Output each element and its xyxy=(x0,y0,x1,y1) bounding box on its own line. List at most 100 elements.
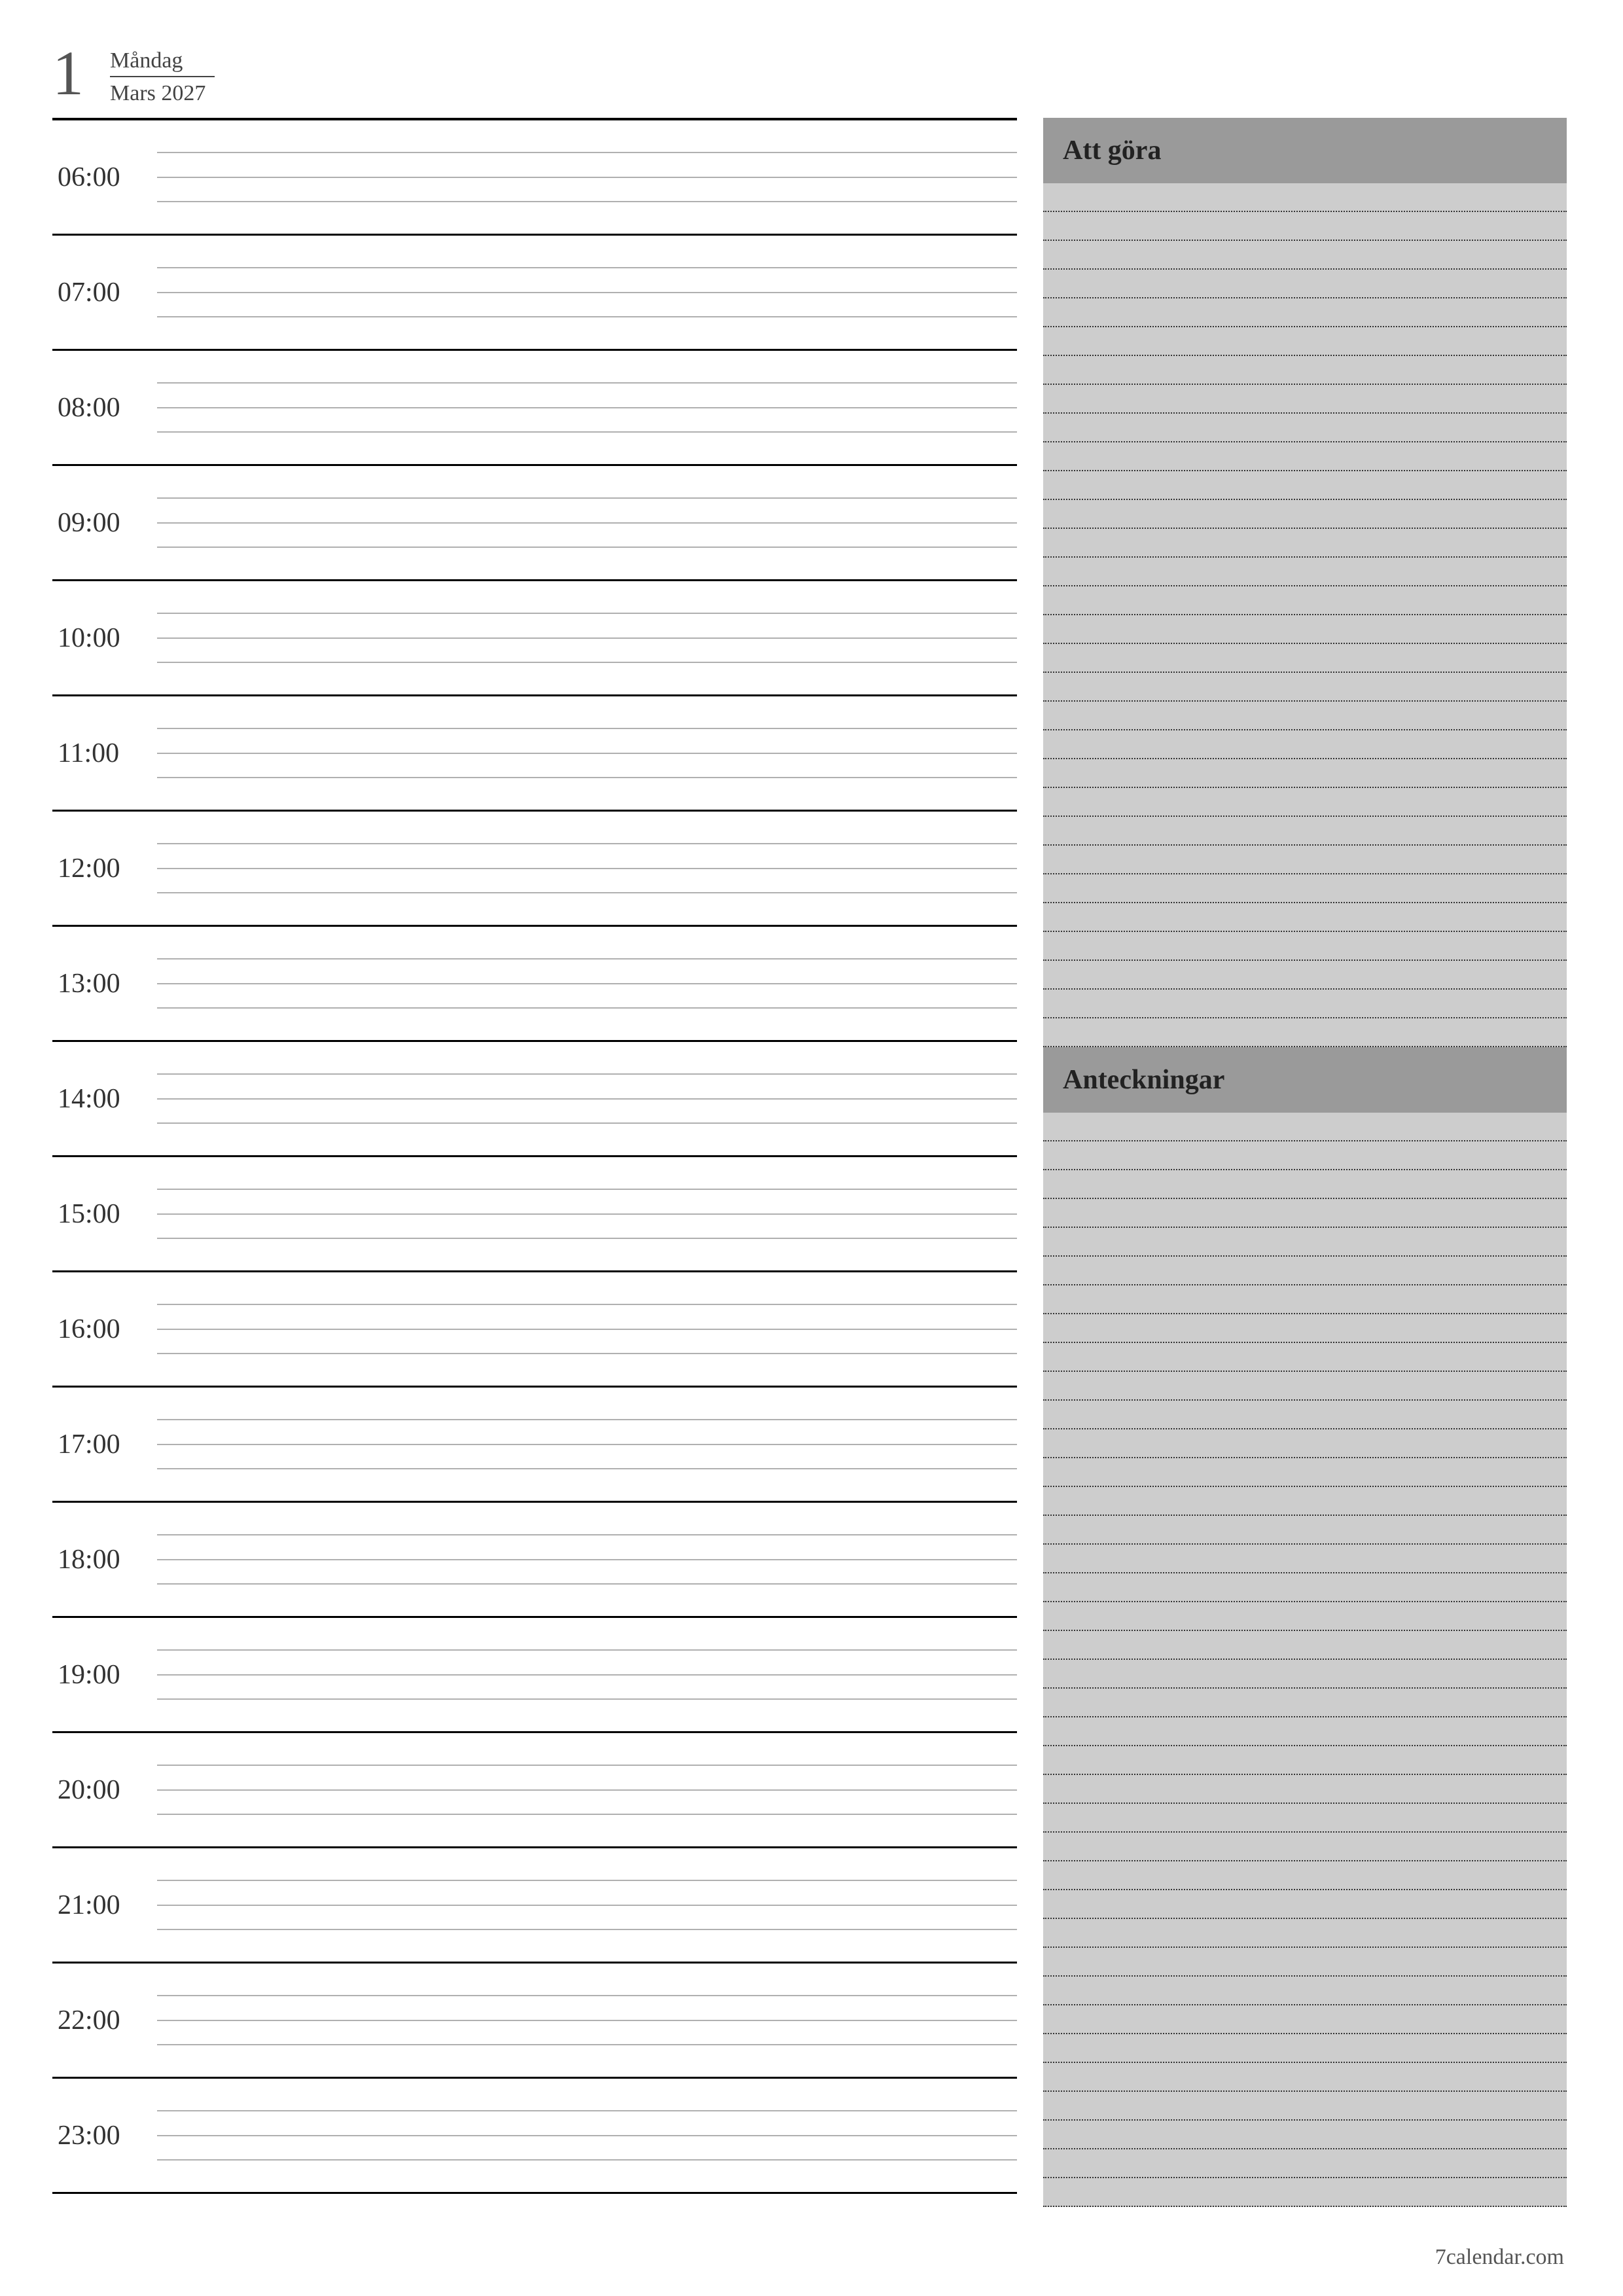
hour-label: 06:00 xyxy=(52,120,157,234)
notes-line xyxy=(1043,2005,1567,2034)
hour-block: 14:00 xyxy=(52,1042,1017,1157)
writing-line xyxy=(157,1329,1017,1330)
todo-line xyxy=(1043,990,1567,1018)
sidebar-column: Att göra Anteckningar xyxy=(1043,118,1567,2207)
schedule-column: 06:0007:0008:0009:0010:0011:0012:0013:00… xyxy=(52,118,1017,2207)
todo-line xyxy=(1043,702,1567,730)
todo-line xyxy=(1043,1018,1567,1047)
notes-line xyxy=(1043,1833,1567,1861)
hour-lines xyxy=(157,1042,1017,1155)
todo-line xyxy=(1043,356,1567,385)
writing-line xyxy=(157,1122,1017,1124)
writing-line xyxy=(157,843,1017,844)
todo-line xyxy=(1043,212,1567,241)
writing-line xyxy=(157,1814,1017,1815)
hour-lines xyxy=(157,1618,1017,1731)
day-name: Måndag xyxy=(110,48,215,77)
notes-line xyxy=(1043,2178,1567,2207)
hour-lines xyxy=(157,581,1017,694)
todo-line xyxy=(1043,298,1567,327)
writing-line xyxy=(157,316,1017,317)
notes-line xyxy=(1043,2149,1567,2178)
writing-line xyxy=(157,267,1017,268)
hour-block: 09:00 xyxy=(52,466,1017,581)
writing-line xyxy=(157,1583,1017,1585)
hour-block: 11:00 xyxy=(52,696,1017,812)
notes-line xyxy=(1043,1689,1567,1717)
writing-line xyxy=(157,1007,1017,1009)
todo-line xyxy=(1043,586,1567,615)
writing-line xyxy=(157,1649,1017,1651)
writing-line xyxy=(157,1929,1017,1930)
todo-line xyxy=(1043,471,1567,500)
notes-line xyxy=(1043,1487,1567,1516)
hour-lines xyxy=(157,2079,1017,2192)
writing-line xyxy=(157,1304,1017,1305)
writing-line xyxy=(157,2159,1017,2161)
notes-line xyxy=(1043,1775,1567,1804)
hour-label: 13:00 xyxy=(52,927,157,1040)
hour-block: 07:00 xyxy=(52,236,1017,351)
todo-line xyxy=(1043,846,1567,874)
hour-block: 10:00 xyxy=(52,581,1017,696)
writing-line xyxy=(157,152,1017,153)
writing-line xyxy=(157,1098,1017,1100)
hour-label: 14:00 xyxy=(52,1042,157,1155)
todo-line xyxy=(1043,817,1567,846)
notes-line xyxy=(1043,1429,1567,1458)
writing-line xyxy=(157,1213,1017,1215)
hour-block: 17:00 xyxy=(52,1388,1017,1503)
writing-line xyxy=(157,431,1017,433)
writing-line xyxy=(157,292,1017,293)
todo-line xyxy=(1043,673,1567,702)
hour-block: 13:00 xyxy=(52,927,1017,1042)
writing-line xyxy=(157,1995,1017,1996)
writing-line xyxy=(157,637,1017,639)
writing-line xyxy=(157,1880,1017,1881)
writing-line xyxy=(157,1674,1017,1676)
writing-line xyxy=(157,613,1017,614)
notes-body xyxy=(1043,1113,1567,2207)
writing-line xyxy=(157,958,1017,960)
todo-line xyxy=(1043,759,1567,788)
writing-line xyxy=(157,522,1017,524)
todo-line xyxy=(1043,500,1567,529)
notes-line xyxy=(1043,1458,1567,1487)
todo-line xyxy=(1043,961,1567,990)
todo-line xyxy=(1043,615,1567,644)
hour-lines xyxy=(157,1272,1017,1386)
notes-header: Anteckningar xyxy=(1043,1047,1567,1113)
todo-line xyxy=(1043,442,1567,471)
notes-line xyxy=(1043,1602,1567,1631)
header: 1 Måndag Mars 2027 xyxy=(52,39,1571,106)
hour-block: 19:00 xyxy=(52,1618,1017,1733)
todo-line xyxy=(1043,558,1567,586)
hour-block: 20:00 xyxy=(52,1733,1017,1848)
hour-lines xyxy=(157,120,1017,234)
notes-line xyxy=(1043,1660,1567,1689)
writing-line xyxy=(157,777,1017,778)
todo-line xyxy=(1043,183,1567,212)
notes-line xyxy=(1043,1113,1567,1141)
writing-line xyxy=(157,1765,1017,1766)
notes-line xyxy=(1043,1804,1567,1833)
todo-line xyxy=(1043,241,1567,270)
hour-lines xyxy=(157,696,1017,810)
hour-label: 23:00 xyxy=(52,2079,157,2192)
hour-label: 09:00 xyxy=(52,466,157,579)
day-info: Måndag Mars 2027 xyxy=(110,39,215,106)
hour-lines xyxy=(157,1388,1017,1501)
hour-label: 15:00 xyxy=(52,1157,157,1270)
notes-line xyxy=(1043,1516,1567,1545)
notes-line xyxy=(1043,1746,1567,1775)
hour-lines xyxy=(157,1964,1017,2077)
hour-block: 21:00 xyxy=(52,1848,1017,1964)
todo-line xyxy=(1043,385,1567,414)
hour-block: 22:00 xyxy=(52,1964,1017,2079)
hour-label: 16:00 xyxy=(52,1272,157,1386)
notes-line xyxy=(1043,1372,1567,1401)
hour-label: 21:00 xyxy=(52,1848,157,1962)
notes-line xyxy=(1043,1141,1567,1170)
writing-line xyxy=(157,2110,1017,2111)
hour-block: 23:00 xyxy=(52,2079,1017,2194)
